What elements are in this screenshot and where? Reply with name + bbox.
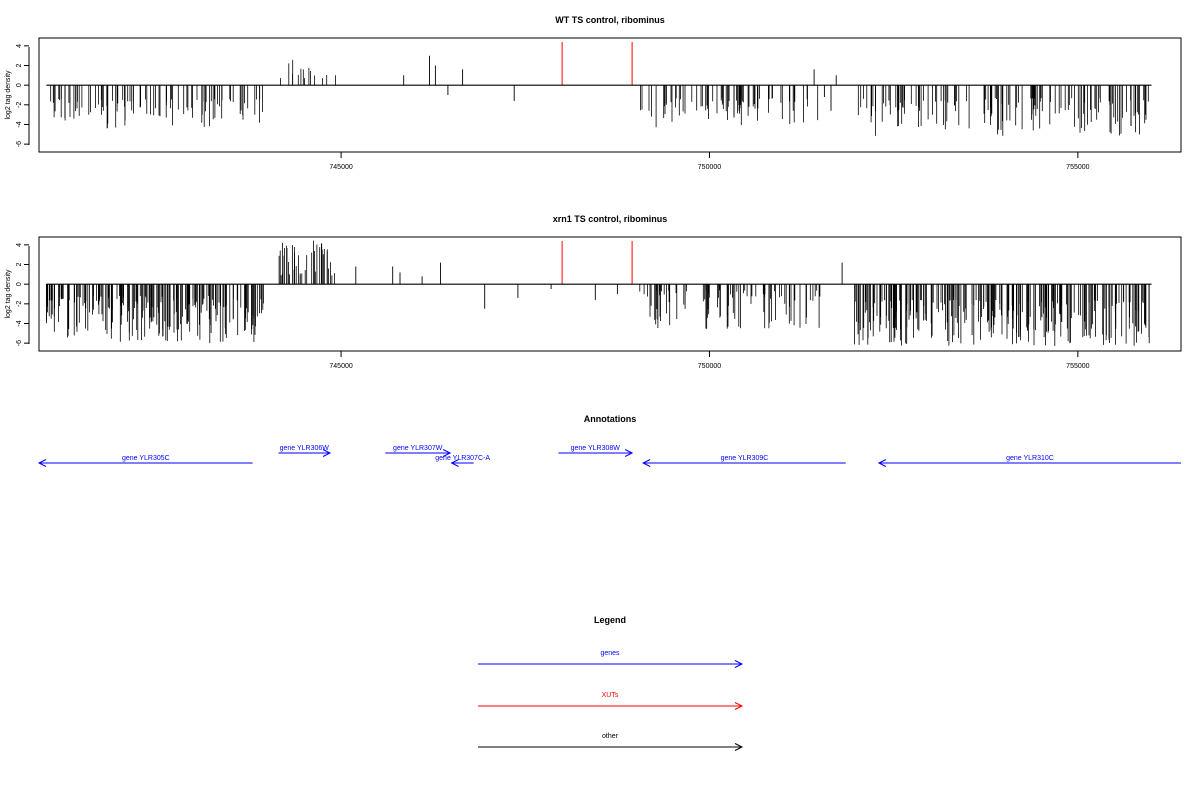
plot-frame <box>38 236 1182 352</box>
y-tick-label: 0 <box>16 282 23 286</box>
gene-label: gene YLR307C-A <box>435 455 490 462</box>
x-tick-label: 745000 <box>329 363 352 370</box>
arrowhead <box>322 449 332 457</box>
plot-frame <box>38 37 1182 153</box>
legend-label: other <box>602 733 619 740</box>
legend: Legend genes XUTs other <box>478 615 744 751</box>
arrowhead <box>877 459 887 467</box>
arrowhead <box>734 743 744 751</box>
arrowhead <box>624 449 634 457</box>
x-axis: 745000 750000 755000 <box>329 351 1090 370</box>
track-panel-wt: WT TS control, ribominus 4 2 0 -2 -4 -6 log2 … <box>5 15 1182 171</box>
gene-label: gene YLR309C <box>721 455 769 462</box>
gene-label: gene YLR306W <box>280 445 330 452</box>
y-tick-label: -2 <box>16 102 23 108</box>
panel-title: WT TS control, ribominus <box>555 15 665 25</box>
arrowhead <box>642 459 651 467</box>
legend-item: XUTs <box>478 692 744 710</box>
legend-title: Legend <box>594 615 626 625</box>
y-axis-label: log2 tag density <box>5 269 12 319</box>
gene-label: gene YLR310C <box>1006 455 1054 462</box>
gene-list: gene YLR305C gene YLR306W gene YLR307W gene… <box>37 445 1181 467</box>
gene-annotation: gene YLR306W <box>278 445 332 457</box>
x-tick-label: 750000 <box>698 363 721 370</box>
gene-annotation: gene YLR305C <box>37 455 253 467</box>
y-tick-label: -4 <box>16 320 23 326</box>
y-tick-label: 2 <box>16 262 23 266</box>
arrowhead <box>734 660 744 668</box>
track-panel-xrn1: xrn1 TS control, ribominus 4 2 0 -2 -4 -6 log… <box>5 214 1182 370</box>
y-tick-label: 0 <box>16 83 23 87</box>
x-tick-label: 750000 <box>698 164 721 171</box>
y-tick-label: -6 <box>16 340 23 346</box>
x-tick-label: 755000 <box>1066 363 1089 370</box>
y-tick-label: 2 <box>16 63 23 67</box>
gene-annotation: gene YLR308W <box>558 445 634 457</box>
legend-item: genes <box>478 650 744 668</box>
gene-annotation: gene YLR307W <box>385 445 452 457</box>
density-bars <box>46 240 1152 346</box>
arrowhead <box>450 459 459 467</box>
y-tick-label: -2 <box>16 301 23 307</box>
y-tick-label: -4 <box>16 121 23 127</box>
legend-label: XUTs <box>602 692 619 699</box>
density-bars <box>46 41 1152 136</box>
gene-label: gene YLR308W <box>571 445 621 452</box>
panel-title: xrn1 TS control, ribominus <box>553 214 668 224</box>
x-tick-label: 745000 <box>329 164 352 171</box>
arrowhead <box>442 449 452 457</box>
x-axis: 745000 750000 755000 <box>329 152 1090 171</box>
y-axis: 4 2 0 -2 -4 -6 <box>16 44 30 147</box>
legend-items: genes XUTs other <box>478 650 744 751</box>
y-axis-label: log2 tag density <box>5 70 12 120</box>
y-tick-label: -6 <box>16 141 23 147</box>
y-axis: 4 2 0 -2 -4 -6 <box>16 243 30 346</box>
legend-item: other <box>478 733 744 751</box>
gene-annotation: gene YLR307C-A <box>435 455 490 467</box>
x-tick-label: 755000 <box>1066 164 1089 171</box>
gene-annotation: gene YLR309C <box>642 455 846 467</box>
arrowhead <box>734 702 744 710</box>
gene-label: gene YLR305C <box>122 455 170 462</box>
y-tick-label: 4 <box>16 44 23 48</box>
legend-label: genes <box>600 650 620 657</box>
gene-label: gene YLR307W <box>393 445 443 452</box>
annotations-title: Annotations <box>584 414 637 424</box>
arrowhead <box>37 459 47 467</box>
gene-annotation: gene YLR310C <box>877 455 1181 467</box>
y-tick-label: 4 <box>16 243 23 247</box>
